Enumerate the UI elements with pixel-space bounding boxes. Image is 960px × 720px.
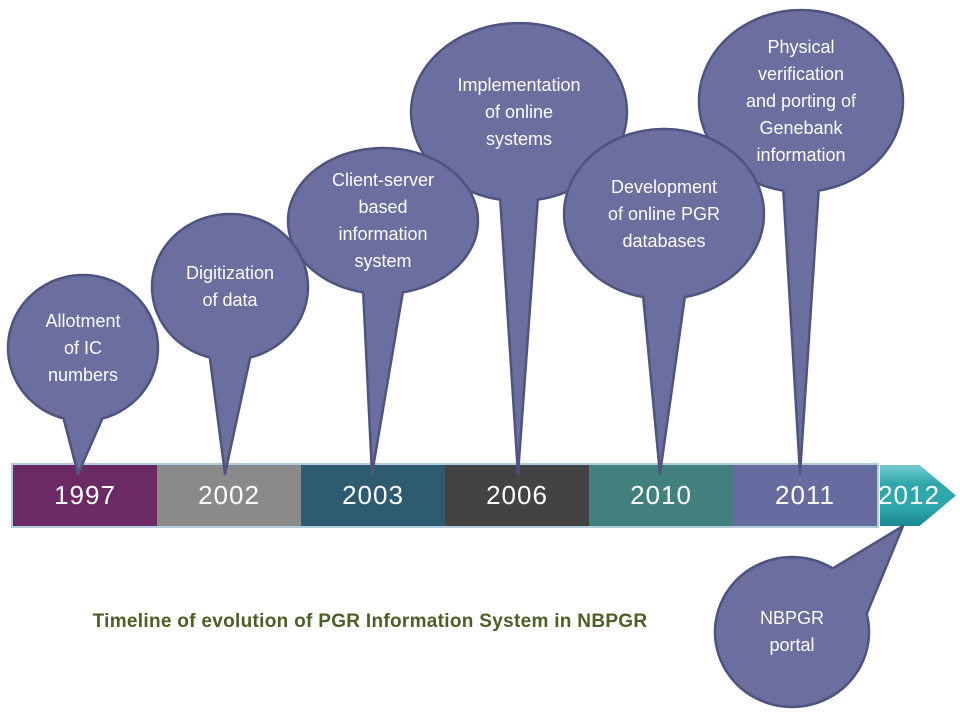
- timeline-segment-2010: 2010: [589, 465, 733, 526]
- callout-shape-allotment-ic-numbers: [6, 273, 160, 476]
- year-label-2011: 2011: [775, 480, 835, 510]
- callout-shape-client-server-system: [286, 146, 480, 476]
- timeline-segment-2006: 2006: [445, 465, 589, 526]
- year-label-2002: 2002: [198, 480, 260, 510]
- diagram-caption: Timeline of evolution of PGR Information…: [92, 611, 648, 632]
- timeline-segment-2003: 2003: [301, 465, 445, 526]
- timeline-segment-2011: 2011: [733, 465, 877, 526]
- year-label-2010: 2010: [630, 480, 692, 510]
- year-label-2006: 2006: [486, 480, 548, 510]
- year-label-2003: 2003: [342, 480, 404, 510]
- timeline-segment-2002: 2002: [157, 465, 301, 526]
- year-label-1997: 1997: [54, 480, 116, 510]
- timeline-bar: 1997 2002 2003 2006 2010 2011: [11, 463, 879, 528]
- callout-shape-digitization-of-data: [150, 212, 310, 476]
- callout-shape-nbpgr-portal: [713, 524, 905, 709]
- timeline-segment-1997: 1997: [13, 465, 157, 526]
- callout-shape-genebank-information: [697, 8, 905, 476]
- year-label-2012: 2012: [878, 480, 940, 510]
- callout-shape-online-pgr-databases: [562, 127, 766, 476]
